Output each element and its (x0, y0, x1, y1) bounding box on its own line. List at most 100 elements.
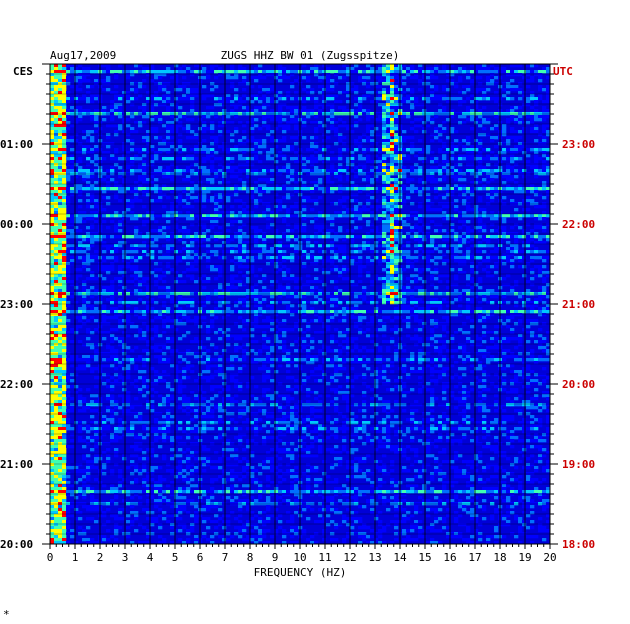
spectrogram-cell (506, 172, 511, 176)
spectrogram-cell (130, 187, 135, 191)
spectrogram-cell (70, 106, 75, 110)
spectrogram-cell (294, 205, 299, 209)
spectrogram-cell (262, 244, 267, 248)
spectrogram-cell (234, 184, 239, 188)
spectrogram-cell (102, 208, 107, 212)
spectrogram-cell (366, 157, 371, 161)
spectrogram-cell (454, 148, 459, 152)
spectrogram-cell (478, 226, 483, 230)
spectrogram-cell (234, 73, 239, 77)
spectrogram-cell (514, 202, 519, 206)
spectrogram-cell (478, 67, 483, 71)
spectrogram-cell (246, 289, 251, 293)
spectrogram-cell (58, 64, 63, 68)
spectrogram-cell (218, 163, 223, 167)
spectrogram-cell (402, 130, 407, 134)
spectrogram-cell (254, 301, 259, 305)
spectrogram-cell (450, 253, 455, 257)
spectrogram-cell (134, 148, 139, 152)
spectrogram-cell (142, 220, 147, 224)
spectrogram-cell (206, 256, 211, 260)
spectrogram-cell (438, 109, 443, 113)
spectrogram-cell (254, 274, 259, 278)
spectrogram-cell (486, 181, 491, 185)
spectrogram-cell (246, 160, 251, 164)
spectrogram-cell (366, 199, 371, 203)
spectrogram-cell (58, 232, 63, 236)
spectrogram-cell (390, 112, 395, 116)
spectrogram-cell (358, 226, 363, 230)
spectrogram-cell (426, 196, 431, 200)
spectrogram-cell (218, 265, 223, 269)
spectrogram-cell (534, 97, 539, 101)
spectrogram-cell (118, 214, 123, 218)
spectrogram-cell (166, 175, 171, 179)
spectrogram-cell (182, 190, 187, 194)
spectrogram-cell (154, 70, 159, 74)
spectrogram-cell (474, 235, 479, 239)
spectrogram-cell (330, 172, 335, 176)
spectrogram-cell (486, 187, 491, 191)
spectrogram-cell (518, 217, 523, 221)
spectrogram-cell (190, 244, 195, 248)
spectrogram-cell (238, 244, 243, 248)
spectrogram-cell (482, 169, 487, 173)
spectrogram-cell (426, 97, 431, 101)
spectrogram-cell (510, 148, 515, 152)
spectrogram-cell (138, 244, 143, 248)
spectrogram-cell (302, 214, 307, 218)
spectrogram-cell (234, 166, 239, 170)
spectrogram-cell (394, 103, 399, 107)
spectrogram-cell (466, 109, 471, 113)
spectrogram-cell (450, 148, 455, 152)
spectrogram-cell (542, 205, 547, 209)
spectrogram-cell (330, 256, 335, 260)
spectrogram-cell (266, 292, 271, 296)
spectrogram-cell (154, 76, 159, 80)
spectrogram-cell (178, 280, 183, 284)
spectrogram-cell (390, 109, 395, 113)
spectrogram-cell (142, 283, 147, 287)
spectrogram-cell (146, 178, 151, 182)
spectrogram-cell (114, 112, 119, 116)
spectrogram-cell (130, 103, 135, 107)
spectrogram-cell (282, 112, 287, 116)
spectrogram-cell (190, 190, 195, 194)
spectrogram-cell (110, 262, 115, 266)
spectrogram-cell (318, 169, 323, 173)
spectrogram-cell (234, 106, 239, 110)
spectrogram-cell (134, 70, 139, 74)
spectrogram-cell (194, 259, 199, 263)
spectrogram-cell (62, 226, 67, 230)
spectrogram-cell (54, 166, 59, 170)
spectrogram-cell (378, 85, 383, 89)
spectrogram-cell (450, 79, 455, 83)
spectrogram-cell (494, 265, 499, 269)
spectrogram-cell (186, 127, 191, 131)
spectrogram-cell (418, 214, 423, 218)
spectrogram-cell (86, 253, 91, 257)
spectrogram-cell (218, 157, 223, 161)
spectrogram-cell (410, 187, 415, 191)
spectrogram-cell (542, 217, 547, 221)
spectrogram-cell (394, 154, 399, 158)
spectrogram-cell (250, 271, 255, 275)
spectrogram-cell (490, 157, 495, 161)
spectrogram-cell (50, 115, 55, 119)
spectrogram-cell (430, 292, 435, 296)
spectrogram-cell (366, 193, 371, 197)
spectrogram-cell (510, 73, 515, 77)
spectrogram-cell (358, 214, 363, 218)
spectrogram-cell (390, 163, 395, 167)
spectrogram-cell (150, 253, 155, 257)
spectrogram-cell (214, 199, 219, 203)
spectrogram-cell (394, 295, 399, 299)
spectrogram-cell (258, 295, 263, 299)
spectrogram-cell (150, 238, 155, 242)
spectrogram-cell (430, 259, 435, 263)
spectrogram-cell (410, 121, 415, 125)
spectrogram-cell (274, 244, 279, 248)
spectrogram-cell (450, 157, 455, 161)
spectrogram-cell (258, 172, 263, 176)
spectrogram-cell (542, 163, 547, 167)
